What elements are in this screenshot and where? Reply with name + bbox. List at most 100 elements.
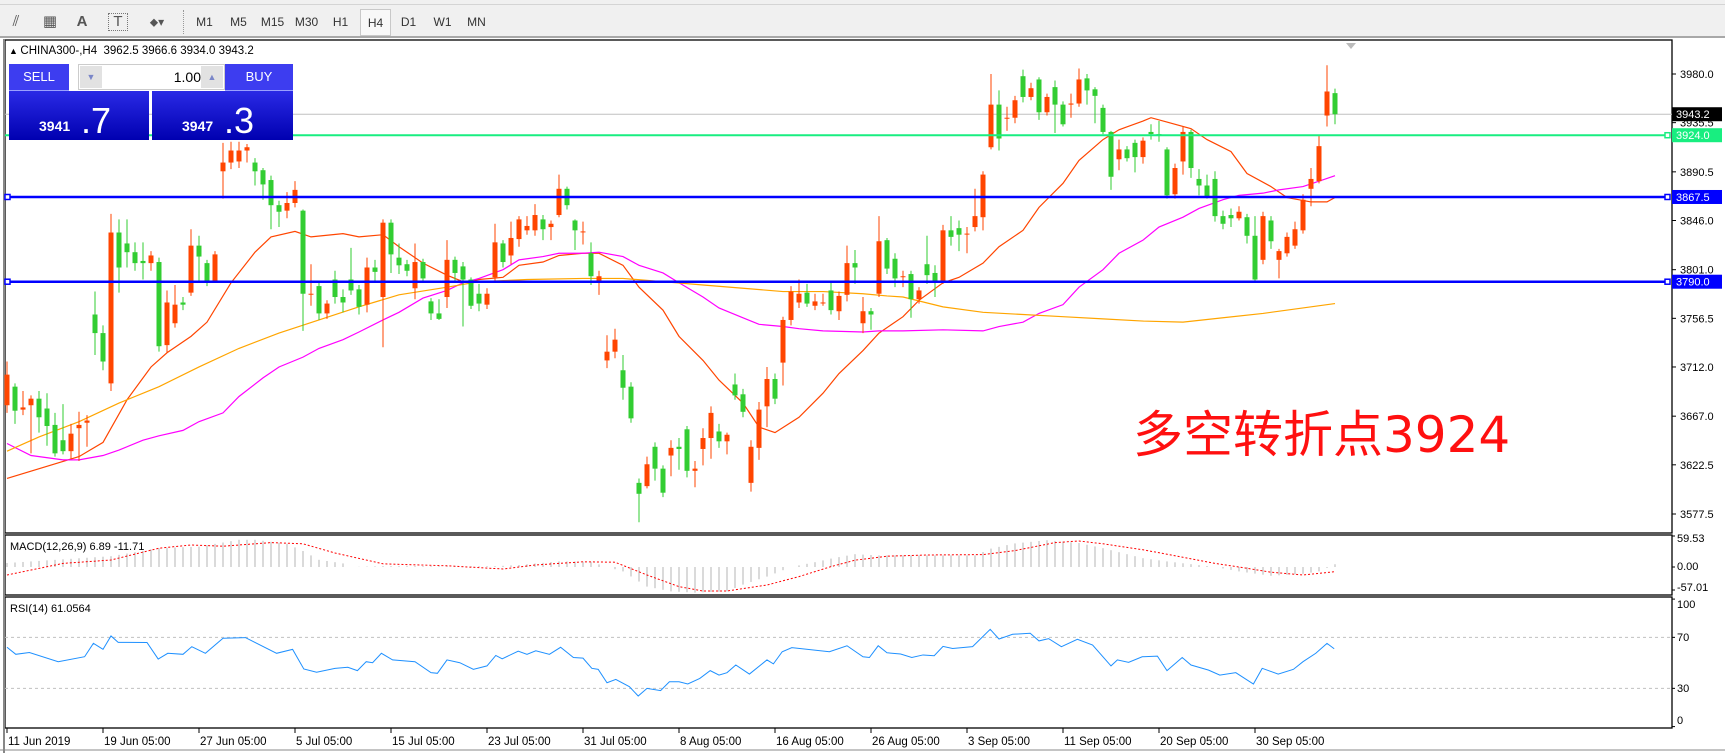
candle-body: [524, 225, 530, 231]
candle-body: [124, 243, 130, 253]
candle: [1324, 65, 1330, 127]
candle-body: [1180, 131, 1186, 162]
sell-button[interactable]: SELL: [9, 64, 69, 91]
candle: [132, 242, 138, 271]
level-handle-left[interactable]: [4, 193, 11, 201]
timeframe-h1[interactable]: H1: [332, 15, 349, 29]
lot-decrease-icon[interactable]: ▼: [80, 66, 102, 88]
timeframe-d1[interactable]: D1: [400, 15, 417, 29]
candle-body: [492, 242, 498, 278]
rsi-tick-100: 100: [1677, 599, 1695, 611]
time-axis-label: 30 Sep 05:00: [1256, 736, 1324, 748]
candle: [188, 229, 194, 296]
candle-body: [1052, 87, 1058, 105]
buy-button[interactable]: BUY: [225, 64, 293, 91]
candle-body: [868, 311, 874, 315]
elliott-wave-icon[interactable]: ⫽: [12, 13, 20, 30]
time-axis-label: 27 Jun 05:00: [200, 736, 267, 748]
candle: [1148, 124, 1154, 140]
candle: [476, 283, 482, 312]
rsi-tick-70: 70: [1677, 632, 1689, 644]
candle-body: [324, 303, 330, 314]
candle: [68, 423, 74, 459]
chart-shift-marker-icon[interactable]: [1346, 43, 1356, 49]
arrows-dropdown-icon[interactable]: ⬥▾: [149, 15, 165, 29]
timeframe-m5[interactable]: M5: [230, 15, 247, 29]
candle-body: [364, 267, 370, 305]
candle: [732, 373, 738, 400]
candle-body: [84, 420, 90, 423]
timeframe-m30[interactable]: M30: [294, 15, 319, 29]
candle: [1012, 95, 1018, 124]
candle-body: [716, 431, 722, 442]
candle-body: [1116, 149, 1122, 160]
candle-body: [1140, 140, 1146, 158]
candle-body: [852, 263, 858, 268]
candle: [604, 335, 610, 369]
level-handle-right[interactable]: [1664, 193, 1671, 201]
candle-body: [532, 215, 538, 231]
macd-tick-zero: 0.00: [1677, 561, 1698, 573]
candle-body: [140, 260, 146, 264]
text-icon[interactable]: A: [76, 13, 88, 30]
candle-body: [452, 259, 458, 273]
candle: [580, 221, 586, 245]
macd-tick-max: 59.53: [1677, 533, 1705, 545]
candle: [1076, 68, 1082, 107]
candle: [812, 293, 818, 311]
candle: [316, 280, 322, 320]
candle: [1004, 106, 1010, 131]
candle-body: [972, 216, 978, 228]
text-label-icon[interactable]: T: [108, 13, 128, 31]
candle: [668, 440, 674, 477]
triangle-up-icon[interactable]: ▲: [9, 46, 21, 56]
price-axis-label: 3801.0: [1680, 265, 1714, 277]
timeframe-m15[interactable]: M15: [260, 15, 285, 29]
timeframe-h4[interactable]: H4: [360, 9, 391, 36]
candle-body: [1196, 178, 1202, 186]
candle: [908, 270, 914, 318]
time-axis-label: 15 Jul 05:00: [392, 736, 455, 748]
candle-body: [988, 104, 994, 148]
candle: [1188, 129, 1194, 178]
fibonacci-icon[interactable]: ▦: [42, 13, 58, 30]
level-price-label: 3924.0: [1676, 130, 1710, 142]
price-axis-label: 3846.0: [1680, 215, 1714, 227]
timeframe-mn[interactable]: MN: [467, 15, 486, 29]
candle-body: [1012, 100, 1018, 118]
level-handle-right[interactable]: [1664, 131, 1671, 139]
candle: [508, 221, 514, 265]
candle-body: [1220, 216, 1226, 224]
candle: [1292, 221, 1298, 249]
candle: [148, 251, 154, 271]
time-axis-label: 31 Jul 05:00: [584, 736, 647, 748]
level-handle-left[interactable]: [4, 278, 11, 285]
timeframe-w1[interactable]: W1: [433, 15, 452, 29]
candle: [1260, 211, 1266, 265]
timeframe-m1[interactable]: M1: [196, 15, 213, 29]
candle-body: [580, 231, 586, 233]
level-handle-right[interactable]: [1664, 278, 1671, 285]
candle: [788, 286, 794, 326]
chart-background: [4, 39, 1725, 753]
candle: [1204, 174, 1210, 199]
lot-size-input[interactable]: [105, 65, 201, 89]
candle-body: [20, 407, 26, 410]
sell-price-box[interactable]: 3941 .7: [9, 91, 149, 141]
candle-body: [1268, 220, 1274, 242]
buy-price-box[interactable]: 3947 .3: [152, 91, 293, 141]
candle: [748, 440, 754, 492]
lot-increase-icon[interactable]: ▲: [201, 66, 223, 88]
price-axis-label: 3712.0: [1680, 362, 1714, 374]
candle-body: [612, 339, 618, 352]
candle: [172, 284, 178, 328]
time-axis-label: 11 Jun 2019: [8, 736, 70, 748]
candle: [276, 200, 282, 228]
chart-annotation-text[interactable]: 多空转折点3924: [1133, 406, 1511, 464]
candle-body: [44, 408, 50, 427]
candle: [1228, 208, 1234, 228]
candle: [212, 251, 218, 283]
candle-body: [956, 228, 962, 235]
lot-size-stepper[interactable]: ▼ ▲: [78, 64, 225, 90]
